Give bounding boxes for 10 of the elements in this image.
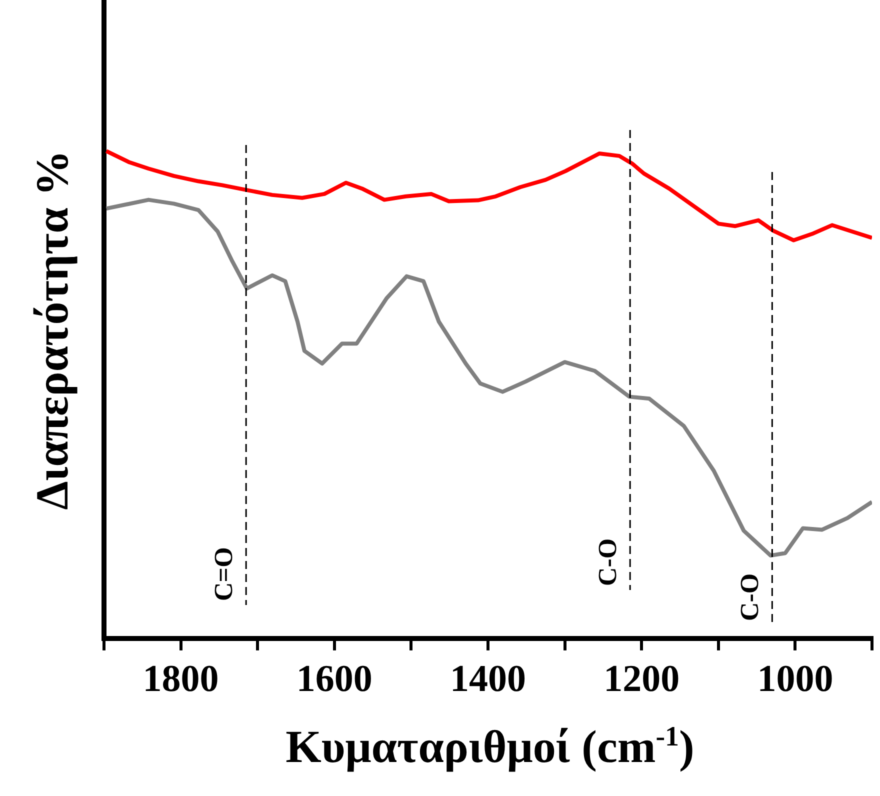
y-axis-title: Διαπερατότητα % <box>26 150 78 510</box>
x-axis-title: Κυματαριθμοί (cm$^{-1}$) <box>284 720 696 773</box>
ref-line-label: C-O <box>593 538 622 586</box>
x-tick-label: 1200 <box>604 658 680 700</box>
x-tick-label: 1400 <box>450 658 526 700</box>
ref-line-label: C-O <box>735 573 764 621</box>
x-tick-label: 1000 <box>757 658 834 700</box>
x-tick-label: 1800 <box>142 658 219 700</box>
x-tick-label: 1600 <box>296 658 372 700</box>
ref-line-label: C=O <box>209 547 238 601</box>
